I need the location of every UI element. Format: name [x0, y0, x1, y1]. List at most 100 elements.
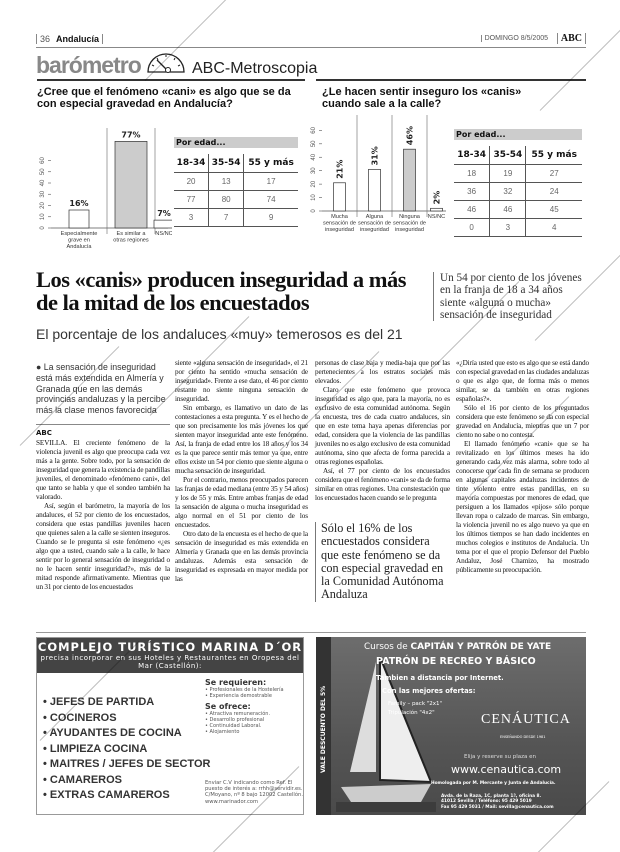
article-column-1: SEVILLA. El creciente fenómeno de la vio…	[36, 439, 170, 592]
category-label: NS/NC	[155, 231, 172, 237]
table-cell: 45	[525, 200, 582, 219]
ad-title: COMPLEJO TURÍSTICO MARINA D´OR	[37, 640, 303, 654]
table-cell: 7	[208, 208, 244, 227]
y-tick-label: 40	[40, 179, 46, 186]
bullet-icon: ●	[36, 362, 44, 372]
table-cell: 0	[454, 218, 490, 237]
column-header: 35-54	[489, 146, 526, 165]
ad-url-link[interactable]: www.cenautica.com	[451, 763, 562, 776]
data-label: 21%	[336, 160, 345, 179]
requirement-item: • Profesionales de la Hostelería	[205, 687, 284, 693]
table-cell: 36	[454, 182, 490, 201]
paragraph: SEVILLA. El creciente fenómeno de la vio…	[36, 439, 170, 501]
column-header: 55 y más	[525, 146, 582, 165]
table-row: 46 46 45	[454, 200, 582, 219]
y-tick-label: 0	[311, 209, 317, 213]
table-cell: 3	[489, 218, 526, 237]
section-rule	[37, 79, 305, 81]
ad-line-1: Cursos de CAPITÁN Y PATRÓN DE YATE	[364, 642, 551, 652]
category-label: Especialmente grave en Andalucía	[61, 231, 98, 250]
table-cell: 19	[489, 164, 526, 183]
chart1-question: ¿Cree que el fenómeno «cani» es algo que…	[37, 86, 291, 110]
bar	[153, 219, 172, 229]
job-item: • MAITRES / JEFES DE SECTOR	[43, 758, 211, 770]
category-label: Ninguna sensación de inseguridad	[393, 214, 426, 233]
article-column-3: personas de clase baja y media-baja que …	[315, 359, 450, 503]
chart2-bar-chart: 0 10 20 30 40 50 60 21% Mucha sensación de insegur…	[311, 115, 446, 233]
paragraph: Otro dato de la encuesta es el hecho de …	[175, 530, 308, 583]
data-label: 46%	[406, 126, 415, 145]
lede-text: La sensación de inseguridad está más ext…	[36, 362, 166, 416]
table-cell: 46	[489, 200, 526, 219]
job-item: • COCINEROS	[43, 711, 117, 724]
table-header-row: 18-34 35-54 55 y más	[174, 154, 298, 173]
ad-line-3: Tambien a distancia por Internet.	[376, 674, 504, 682]
y-tick-label: 40	[311, 153, 317, 160]
table-cell: 46	[454, 200, 490, 219]
paragraph: Así, según el barómetro, la mayoría de l…	[36, 502, 170, 591]
requirements-list: • Profesionales de la Hostelería • Experi…	[205, 687, 303, 699]
category-label: Mucha sensación de inseguridad	[323, 214, 356, 233]
section-name: Andalucía	[56, 34, 104, 44]
paragraph: Así, el 77 por ciento de los encuestados…	[315, 467, 450, 502]
paragraph: El llamado fenómeno «cani» que se ha rev…	[456, 440, 589, 574]
issue-date: DOMINGO 8/5/2005	[480, 35, 552, 42]
job-item: • JEFES DE PARTIDA	[43, 696, 155, 708]
chart1-age-table: Por edad... 18-34 35-54 55 y más 20 13 17 77 80 7…	[174, 137, 298, 227]
category-label: Alguna sensación de inseguridad	[358, 214, 391, 233]
job-item: • EXTRAS CAMAREROS	[43, 789, 170, 801]
data-label: 16%	[69, 199, 88, 208]
page-header: 36 Andalucía DOMINGO 8/5/2005 ABC	[36, 33, 586, 48]
y-tick-label: 20	[40, 202, 46, 209]
offer-item: • Alojamiento	[205, 729, 240, 735]
subheadline: El porcentaje de los andaluces «muy» tem…	[36, 326, 403, 342]
table-cell: 9	[243, 208, 298, 227]
job-item: • LIMPIEZA COCINA	[43, 742, 148, 755]
pull-quote: Sólo el 16% de los encuestados considera…	[315, 521, 450, 602]
ad-cenautica[interactable]: VALE DESCUENTO DEL 5% Cursos de CAPITÁN …	[316, 637, 586, 815]
paragraph: Sin embargo, es llamativo un dato de las…	[175, 404, 308, 475]
bar	[68, 209, 90, 229]
job-item: • CAMAREROS	[43, 773, 123, 786]
y-tick-label: 60	[311, 126, 317, 133]
section-rule	[316, 79, 586, 81]
bar	[114, 141, 148, 229]
divider	[36, 424, 170, 425]
table-cell: 80	[208, 190, 244, 209]
ad-line-2: PATRÓN DE RECREO Y BÁSICO	[376, 656, 536, 667]
offer-list: • Atractiva remuneración. • Desarrollo pr…	[205, 711, 303, 735]
paragraph: «¿Diría usted que esto es algo que se es…	[456, 359, 589, 403]
address-line: Fax 95 429 5031 / Mail: sevilla@cenautic…	[441, 804, 554, 810]
chart2-age-table: Por edad... 18-34 35-54 55 y más 18 19 27 36 32 2…	[454, 129, 582, 237]
table-cell: 4	[525, 218, 582, 237]
y-tick-label: 50	[311, 140, 317, 147]
article-column-2: siente «alguna sensación de inseguridad»…	[175, 359, 308, 584]
bar	[430, 207, 443, 212]
ad-header: COMPLEJO TURÍSTICO MARINA D´OR precisa i…	[37, 638, 303, 673]
ad-contact: Enviar C.V indicando como Ref. El puesto…	[205, 780, 303, 805]
y-tick-label: 10	[40, 213, 46, 220]
table-cell: 24	[525, 182, 582, 201]
bar	[368, 168, 381, 212]
y-tick-label: 30	[40, 190, 46, 197]
gauge-icon	[147, 53, 185, 73]
column-header: 18-34	[174, 154, 209, 173]
column-header: 35-54	[208, 154, 244, 173]
brand-logo: CENÁUTICA	[481, 712, 571, 727]
offer-family: Family – pack "2x1"	[388, 701, 443, 707]
ad-offers: Family – pack "2x1" Tripulación "4x2"	[388, 700, 442, 718]
column-header: 18-34	[454, 146, 490, 165]
paragraph: Por el contrario, menos preocupados pare…	[175, 476, 308, 529]
requirements-title: Se requieren:	[205, 678, 267, 687]
y-tick-label: 30	[311, 167, 317, 174]
requirement-item: • Experiencia demostrable	[205, 693, 272, 699]
ad-requirements: Se requieren: • Profesionales de la Host…	[205, 678, 303, 735]
pollster-name: ABC-Metroscopia	[192, 60, 318, 77]
ad-marina-dor[interactable]: COMPLEJO TURÍSTICO MARINA D´OR precisa i…	[36, 637, 304, 815]
y-tick-label: 50	[40, 168, 46, 175]
table-cell: 27	[525, 164, 582, 183]
table-row: 77 80 74	[174, 190, 298, 209]
data-label: 31%	[371, 146, 380, 165]
y-tick-label: 20	[311, 180, 317, 187]
